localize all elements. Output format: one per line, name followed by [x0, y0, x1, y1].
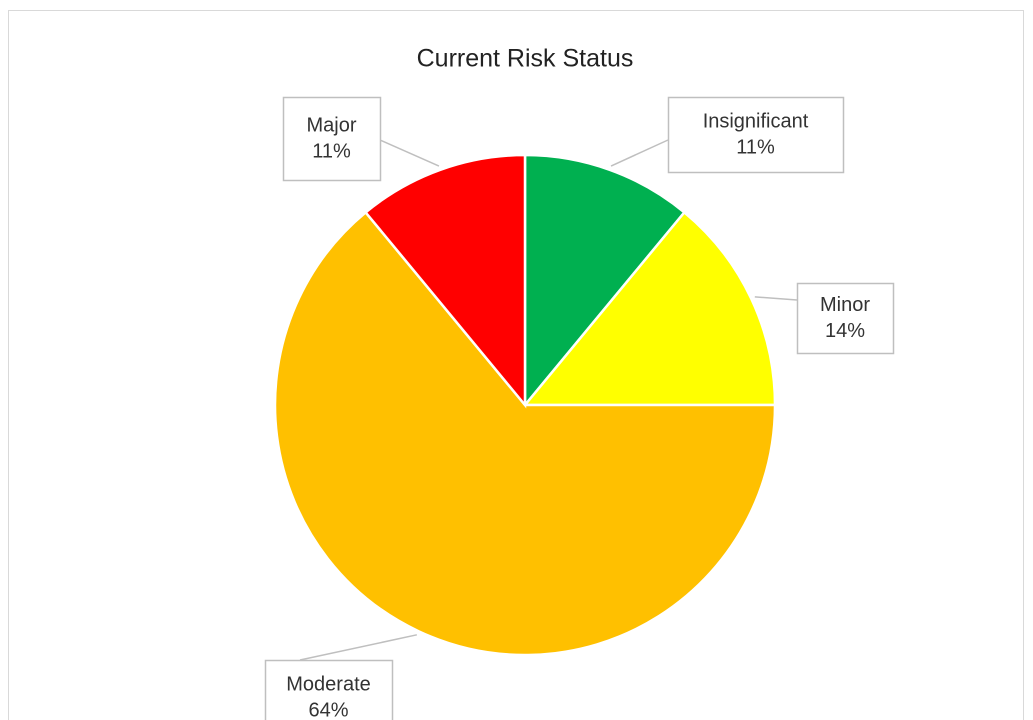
pie-slice: [363, 153, 527, 409]
callout-box: [796, 282, 895, 355]
callout-box: [282, 96, 382, 182]
callout-box: [264, 659, 394, 720]
leader-line: [299, 634, 418, 661]
category-label: Major: [306, 115, 356, 137]
leader-line: [754, 296, 798, 301]
value-label: 64%: [308, 700, 348, 720]
value-label: 14%: [825, 320, 865, 342]
chart-title: Current Risk Status: [417, 45, 634, 73]
pie-slice: [522, 210, 777, 407]
category-label: Insignificant: [703, 111, 809, 133]
pie-slice: [273, 210, 777, 657]
pie-slice: [523, 153, 687, 409]
data-label: Moderate 64%: [286, 674, 371, 720]
value-label: 11%: [736, 137, 775, 159]
leader-line: [610, 139, 669, 167]
data-label: Minor 14%: [820, 294, 870, 342]
value-label: 11%: [312, 141, 351, 163]
data-label: Major 11%: [306, 115, 356, 163]
category-label: Moderate: [286, 674, 371, 696]
leader-line: [379, 139, 440, 167]
category-label: Minor: [820, 294, 870, 316]
data-label: Insignificant 11%: [703, 111, 809, 159]
callout-box: [667, 96, 845, 174]
